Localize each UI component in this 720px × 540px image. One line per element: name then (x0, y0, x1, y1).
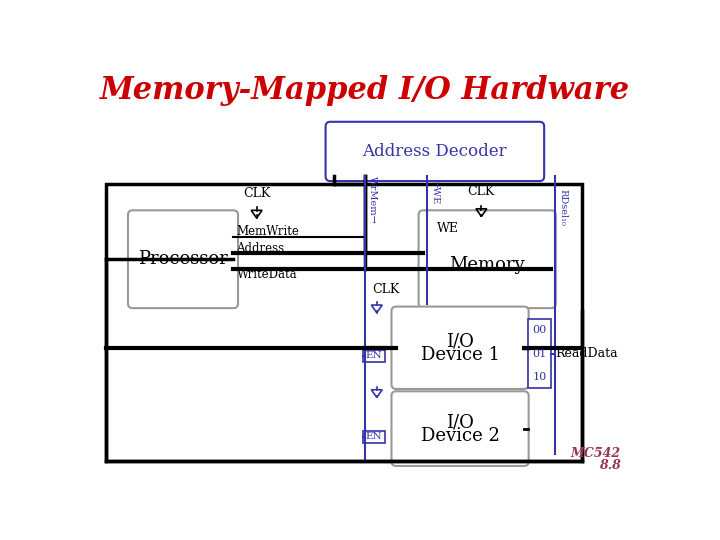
Text: 10: 10 (532, 372, 546, 382)
Text: CLK: CLK (372, 283, 400, 296)
Text: 00: 00 (532, 326, 546, 335)
Text: Memory: Memory (449, 256, 525, 274)
Bar (363, 430, 384, 443)
Bar (106, 184, 582, 461)
Text: ←WE: ←WE (431, 179, 439, 205)
Text: ReadData: ReadData (555, 347, 618, 360)
Text: MemWrite: MemWrite (236, 225, 300, 238)
Text: 8.8: 8.8 (599, 460, 621, 472)
FancyBboxPatch shape (418, 211, 556, 308)
Text: RDsel₁₀: RDsel₁₀ (558, 189, 567, 226)
Text: EN: EN (365, 432, 382, 441)
Bar (528, 319, 551, 388)
Bar (363, 350, 384, 362)
FancyBboxPatch shape (392, 307, 528, 389)
Text: WE: WE (437, 222, 459, 235)
Text: Processor: Processor (138, 250, 228, 268)
Text: Device 2: Device 2 (420, 427, 500, 446)
Text: CLK: CLK (468, 185, 495, 198)
FancyBboxPatch shape (128, 211, 238, 308)
Text: WrMem→: WrMem→ (368, 176, 377, 224)
Text: MC542: MC542 (571, 447, 621, 460)
FancyBboxPatch shape (392, 392, 528, 466)
Text: Device 1: Device 1 (420, 347, 500, 364)
Text: Address: Address (236, 241, 284, 254)
Text: EN: EN (365, 352, 382, 360)
Text: Memory-Mapped I/O Hardware: Memory-Mapped I/O Hardware (100, 75, 630, 106)
Text: Address Decoder: Address Decoder (363, 143, 507, 160)
Text: 01: 01 (532, 348, 546, 359)
Text: I/O: I/O (446, 333, 474, 350)
Text: CLK: CLK (243, 186, 270, 200)
Text: WriteData: WriteData (236, 268, 297, 281)
FancyBboxPatch shape (325, 122, 544, 181)
Text: I/O: I/O (446, 414, 474, 431)
